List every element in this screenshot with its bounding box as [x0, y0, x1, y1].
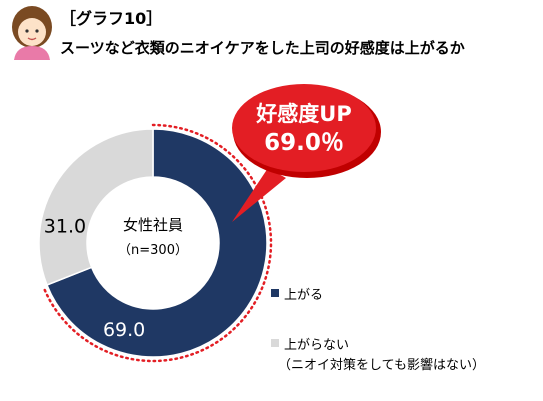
callout-label: 好感度UP — [255, 102, 351, 126]
chart-title: スーツなど衣類のニオイケアをした上司の好感度は上がるか — [60, 39, 465, 57]
data-label-1: 69.0 — [103, 319, 145, 341]
donut-slice-2 — [38, 128, 154, 286]
highlight-dots — [42, 123, 273, 363]
avatar-woman-icon — [12, 6, 52, 60]
legend-label-1: 上がる — [284, 288, 323, 303]
center-label: 女性社員 — [123, 216, 183, 234]
callout-bubble: 好感度UP 69.0％ — [232, 84, 381, 222]
legend-swatch-1 — [271, 289, 279, 297]
data-label-2: 31.0 — [44, 215, 86, 237]
legend-label-2: 上がらない — [284, 338, 349, 353]
donut-slice-1 — [46, 128, 268, 358]
callout-value: 69.0％ — [264, 130, 344, 156]
center-sample-size: （n=300） — [118, 243, 188, 258]
highlight-arc — [42, 123, 273, 363]
legend-sublabel-2: （ニオイ対策をしても影響はない） — [278, 357, 485, 373]
chart-tag: ［グラフ10］ — [60, 9, 162, 28]
legend-swatch-2 — [271, 339, 279, 347]
donut-chart: 69.0 31.0 — [38, 128, 268, 358]
